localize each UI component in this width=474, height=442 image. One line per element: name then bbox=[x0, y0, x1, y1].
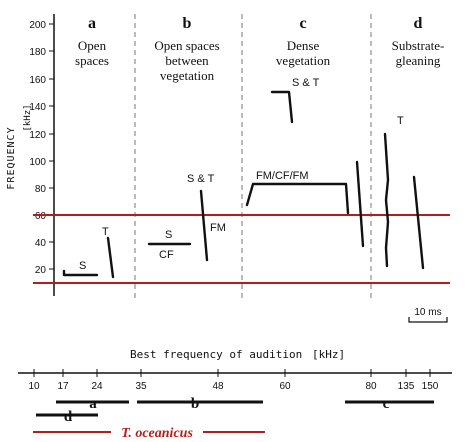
audition-axis: Best frequency of audition [kHz] 10 17 2… bbox=[18, 348, 452, 392]
audition-tick-label: 60 bbox=[279, 381, 291, 392]
range-label: a bbox=[89, 396, 97, 412]
call-label-fm-cf-fm: FM/CF/FM bbox=[256, 170, 309, 182]
y-axis: 20 40 60 80 100 120 140 160 180 200 FREQ… bbox=[6, 14, 55, 296]
panel-letter: d bbox=[414, 15, 423, 32]
range-label: d bbox=[64, 409, 73, 425]
audition-range-d: d bbox=[36, 409, 98, 425]
y-tick-label: 80 bbox=[35, 184, 47, 195]
call-label-fm: FM bbox=[210, 222, 226, 234]
audition-tick: 60 bbox=[279, 369, 291, 392]
scale-bar: 10 ms bbox=[408, 307, 448, 323]
range-label: b bbox=[191, 396, 199, 412]
audition-tick: 48 bbox=[212, 369, 224, 392]
call-trace-fm-cf-fm bbox=[245, 182, 350, 215]
call-trace-s-and-t bbox=[270, 90, 294, 124]
y-tick-label: 20 bbox=[35, 265, 47, 276]
y-tick-label: 200 bbox=[29, 20, 46, 31]
y-tick: 80 bbox=[35, 184, 54, 195]
call-label-t: T bbox=[102, 226, 109, 238]
y-tick: 200 bbox=[29, 20, 54, 31]
audition-tick-label: 135 bbox=[398, 381, 415, 392]
panel-label-line: gleaning bbox=[396, 53, 441, 68]
audition-tick: 80 bbox=[365, 369, 377, 392]
panel-c-header: c Dense vegetation bbox=[276, 15, 331, 68]
panel-label-line: Open bbox=[78, 38, 107, 53]
audition-tick-label: 10 bbox=[28, 381, 40, 392]
call-trace-fm-steep bbox=[355, 160, 365, 248]
audition-tick: 135 bbox=[398, 369, 415, 392]
audition-tick-label: 80 bbox=[365, 381, 377, 392]
call-label-s: S bbox=[79, 260, 86, 272]
y-tick-label: 160 bbox=[29, 75, 46, 86]
panel-label-line: spaces bbox=[75, 53, 109, 68]
y-axis-unit: [kHz] bbox=[23, 104, 33, 131]
y-tick: 40 bbox=[35, 238, 54, 249]
y-tick-label: 60 bbox=[35, 211, 47, 222]
panel-letter: a bbox=[88, 15, 96, 32]
panel-letter: b bbox=[183, 15, 192, 32]
audition-range-c: c bbox=[345, 396, 434, 412]
call-label-s: S bbox=[165, 229, 172, 241]
y-tick: 60 bbox=[35, 211, 54, 222]
range-label: c bbox=[383, 396, 390, 412]
y-tick-label: 40 bbox=[35, 238, 47, 249]
y-tick-label: 120 bbox=[29, 130, 46, 141]
call-trace-multiharmonic bbox=[383, 132, 390, 268]
panel-a-calls: S T bbox=[62, 226, 115, 279]
y-tick: 160 bbox=[29, 75, 54, 86]
panel-d-header: d Substrate- gleaning bbox=[392, 15, 445, 68]
call-label-s-and-t: S & T bbox=[292, 77, 320, 89]
y-tick: 20 bbox=[35, 265, 54, 276]
audition-tick-label: 24 bbox=[91, 381, 103, 392]
species-label-background bbox=[111, 424, 203, 440]
y-tick: 100 bbox=[29, 157, 54, 168]
panel-label-line: vegetation bbox=[276, 53, 331, 68]
y-tick: 120 bbox=[29, 130, 54, 141]
call-trace-fm bbox=[199, 189, 209, 262]
call-trace-fm bbox=[412, 175, 425, 270]
call-label-cf: CF bbox=[159, 249, 174, 261]
call-label-t: T bbox=[397, 115, 404, 127]
panel-label-line: Dense bbox=[287, 38, 320, 53]
y-tick: 140 bbox=[29, 102, 54, 113]
y-tick: 180 bbox=[29, 47, 54, 58]
audition-tick: 17 bbox=[57, 369, 69, 392]
call-label-s-and-t: S & T bbox=[187, 173, 215, 185]
panel-label-line: Substrate- bbox=[392, 38, 445, 53]
panel-c-calls: S & T FM/CF/FM bbox=[245, 77, 365, 248]
audition-tick-label: 150 bbox=[422, 381, 439, 392]
audition-tick: 35 bbox=[135, 369, 147, 392]
audition-tick: 10 bbox=[28, 369, 40, 392]
panel-b-calls: S CF S & T FM bbox=[147, 173, 226, 262]
audition-range-a: a bbox=[56, 396, 129, 412]
y-tick-label: 140 bbox=[29, 102, 46, 113]
y-tick-label: 180 bbox=[29, 47, 46, 58]
audition-tick: 24 bbox=[91, 369, 103, 392]
panel-b-header: b Open spaces between vegetation bbox=[154, 15, 219, 83]
audition-title: Best frequency of audition bbox=[130, 348, 302, 361]
species-label: T. oceanicus bbox=[121, 426, 193, 441]
panel-letter: c bbox=[299, 15, 306, 32]
audition-tick: 150 bbox=[422, 369, 439, 392]
panel-label-line: between bbox=[165, 53, 209, 68]
panel-label-line: Open spaces bbox=[154, 38, 219, 53]
audition-range-b: b bbox=[137, 396, 263, 412]
panel-a-header: a Open spaces bbox=[75, 15, 109, 68]
y-tick-label: 100 bbox=[29, 157, 46, 168]
species-range: T. oceanicus bbox=[33, 424, 265, 441]
y-axis-title: FREQUENCY bbox=[6, 126, 17, 189]
panel-d-calls: T bbox=[383, 115, 425, 270]
call-trace-t bbox=[106, 236, 115, 279]
audition-tick-label: 48 bbox=[212, 381, 224, 392]
audition-tick-label: 17 bbox=[57, 381, 69, 392]
call-trace-s bbox=[62, 269, 99, 277]
audition-unit: [kHz] bbox=[312, 348, 345, 361]
audition-tick-label: 35 bbox=[135, 381, 147, 392]
panel-dividers bbox=[134, 14, 372, 300]
scale-bar-label: 10 ms bbox=[414, 307, 441, 318]
panel-label-line: vegetation bbox=[160, 68, 215, 83]
